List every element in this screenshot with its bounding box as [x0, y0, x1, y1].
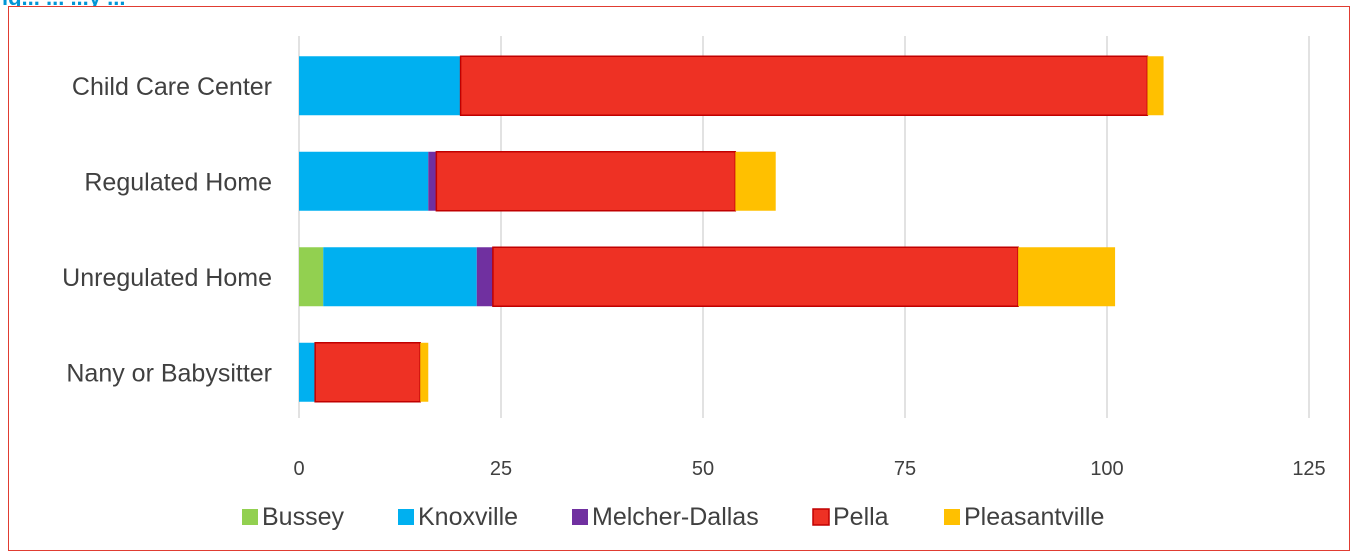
x-tick-label: 75: [894, 458, 916, 480]
bar-segment-pella: [459, 55, 1149, 116]
legend-label: Melcher-Dallas: [592, 503, 759, 531]
bar-segment-pleasantville: [1018, 247, 1116, 307]
x-tick-label: 100: [1090, 458, 1123, 480]
bar-segment-knoxville: [299, 342, 316, 402]
category-label: Regulated Home: [84, 168, 272, 196]
x-tick-label: 0: [293, 458, 304, 480]
bar-segment-knoxville: [299, 56, 461, 116]
legend-label: Pleasantville: [964, 503, 1104, 531]
bar-segment-pleasantville: [735, 151, 776, 211]
bar-segment-bussey: [299, 247, 324, 307]
chart-title-fragment: ig... ... ...y ...: [0, 0, 1357, 10]
bar-segment-knoxville: [323, 247, 477, 307]
x-tick-label: 50: [692, 458, 714, 480]
x-tick-label: 125: [1292, 458, 1325, 480]
bar-segment-melcher-dallas: [428, 151, 437, 211]
category-label: Child Care Center: [72, 73, 272, 101]
legend-label: Bussey: [262, 503, 344, 531]
category-label: Nany or Babysitter: [66, 359, 272, 387]
legend-swatch-pleasantville: [944, 509, 960, 525]
bar-segment-knoxville: [299, 151, 429, 211]
x-tick-label: 25: [490, 458, 512, 480]
bar-segment-pleasantville: [420, 342, 429, 402]
legend-swatch-bussey: [242, 509, 258, 525]
legend-swatch-melcher-dallas: [572, 509, 588, 525]
bar-segment-melcher-dallas: [476, 247, 493, 307]
category-label: Unregulated Home: [62, 264, 272, 292]
bar-segment-pella: [435, 151, 737, 212]
bar-segment-pella: [492, 246, 1019, 307]
legend-label: Pella: [833, 503, 889, 531]
legend-swatch-knoxville: [398, 509, 414, 525]
legend-swatch-pella: [812, 508, 830, 526]
bar-segment-pleasantville: [1147, 56, 1164, 116]
legend-label: Knoxville: [418, 503, 518, 531]
bar-segment-pella: [314, 342, 421, 403]
